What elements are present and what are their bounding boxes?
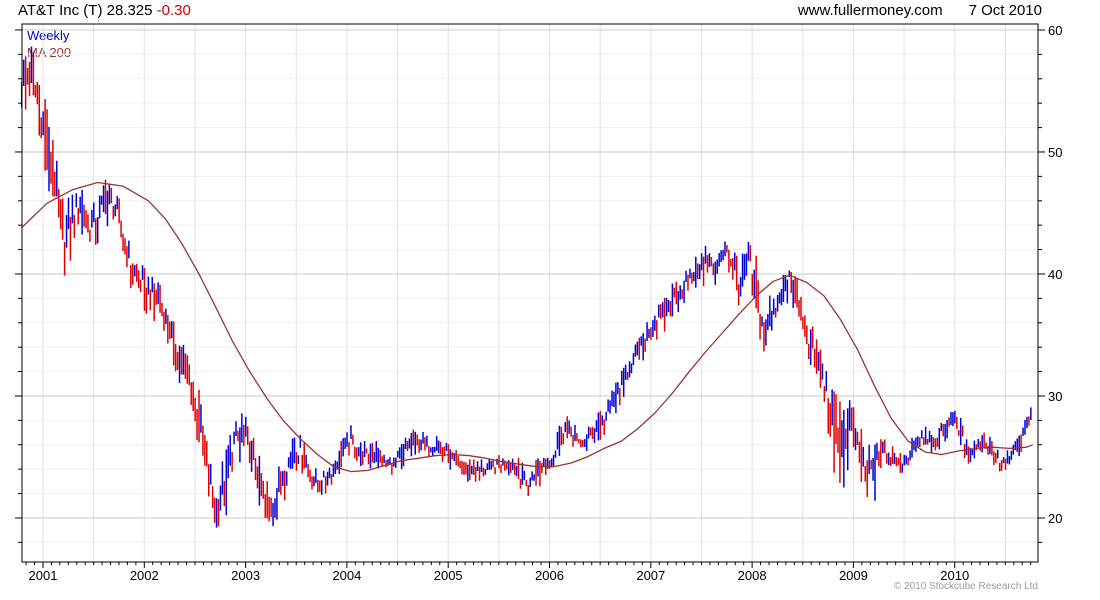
y-tick-label: 40 <box>1048 267 1062 282</box>
copyright-notice: © 2010 Stockcube Research Ltd <box>893 581 1038 592</box>
x-tick-label: 2006 <box>535 568 564 583</box>
y-axis-labels: 20 30 40 50 60 <box>1048 23 1062 526</box>
x-axis-labels: 2001 2002 2003 2004 2005 2006 2007 2008 2009 2010 <box>29 568 970 583</box>
quote-title: AT&T Inc (T) 28.325 -0.30 <box>18 2 191 19</box>
gridlines-minor <box>22 53 1038 543</box>
x-tick-label: 2002 <box>130 568 159 583</box>
x-tick-label: 2003 <box>231 568 260 583</box>
x-tick-label: 2007 <box>636 568 665 583</box>
y-tick-label: 30 <box>1048 389 1062 404</box>
gridlines-vertical <box>42 24 1006 562</box>
plot-frame <box>21 23 1039 563</box>
chart-legend: Weekly MA 200 <box>27 27 71 61</box>
quote-symbol-price: AT&T Inc (T) 28.325 <box>18 2 153 19</box>
x-tick-label: 2009 <box>839 568 868 583</box>
header-right: www.fullermoney.com 7 Oct 2010 <box>798 2 1042 19</box>
y-tick-label: 20 <box>1048 511 1062 526</box>
chart-date: 7 Oct 2010 <box>968 2 1042 19</box>
y-tick-label: 60 <box>1048 23 1062 38</box>
legend-weekly: Weekly <box>27 28 70 43</box>
y-axis-ticks <box>15 29 1045 543</box>
x-tick-label: 2008 <box>738 568 767 583</box>
x-axis-ticks <box>25 562 1032 568</box>
y-tick-label: 50 <box>1048 145 1062 160</box>
x-tick-label: 2001 <box>29 568 58 583</box>
x-tick-label: 2004 <box>332 568 361 583</box>
legend-ma200: MA 200 <box>27 45 72 60</box>
ma200-line <box>21 181 1033 473</box>
x-tick-label: 2005 <box>434 568 463 583</box>
x-tick-label: 2010 <box>940 568 969 583</box>
quote-change: -0.30 <box>156 2 191 19</box>
site-name: www.fullermoney.com <box>797 2 943 19</box>
weekly-bars <box>20 46 1032 528</box>
